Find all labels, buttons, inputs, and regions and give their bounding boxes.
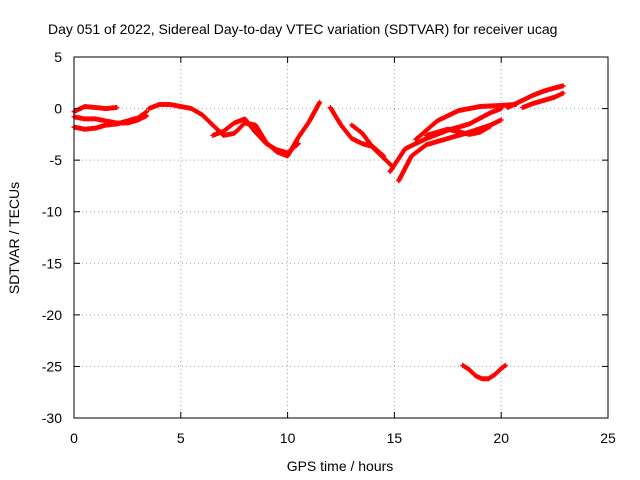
series-sat-m [520,90,566,111]
series-sat-l [505,83,566,111]
series-sat-k [423,123,494,138]
series-sat-n [460,362,508,382]
x-tick-label: 10 [280,430,296,446]
x-tick-label: 15 [387,430,403,446]
data-point [560,90,566,96]
data-point [144,109,150,115]
data-point [560,83,566,89]
series-sat-c [71,109,150,132]
y-tick-label: -25 [42,358,62,374]
y-tick-label: 0 [54,101,62,117]
grid-lines [74,57,608,418]
y-tick-label: 5 [54,49,62,65]
y-tick-label: -20 [42,307,62,323]
axis-ticks: 0 5 10 15 20 25 5 0 -5 -10 -15 -20 -25 -30 [42,49,616,446]
data-point [498,117,504,123]
y-tick-label: -5 [50,152,63,168]
x-tick-label: 25 [600,430,616,446]
chart-title: Day 051 of 2022, Sidereal Day-to-day VTE… [48,21,557,37]
plot-frame [73,56,609,419]
x-tick-label: 20 [493,430,509,446]
data-point [488,123,494,129]
data-points [71,83,566,382]
y-tick-label: -15 [42,255,62,271]
x-tick-label: 5 [177,430,185,446]
series-sat-e [210,116,301,156]
data-point [114,105,120,111]
series-sat-g [349,122,395,169]
x-tick-label: 0 [70,430,78,446]
y-axis-label: SDTVAR / TECUs [6,182,22,294]
y-tick-label: -30 [42,410,62,426]
series-sat-i [396,117,504,184]
data-point [502,362,508,368]
y-tick-label: -10 [42,204,62,220]
data-point [295,141,301,147]
series-sat-a [71,104,120,115]
x-axis-label: GPS time / hours [287,458,394,474]
data-point [317,99,323,105]
